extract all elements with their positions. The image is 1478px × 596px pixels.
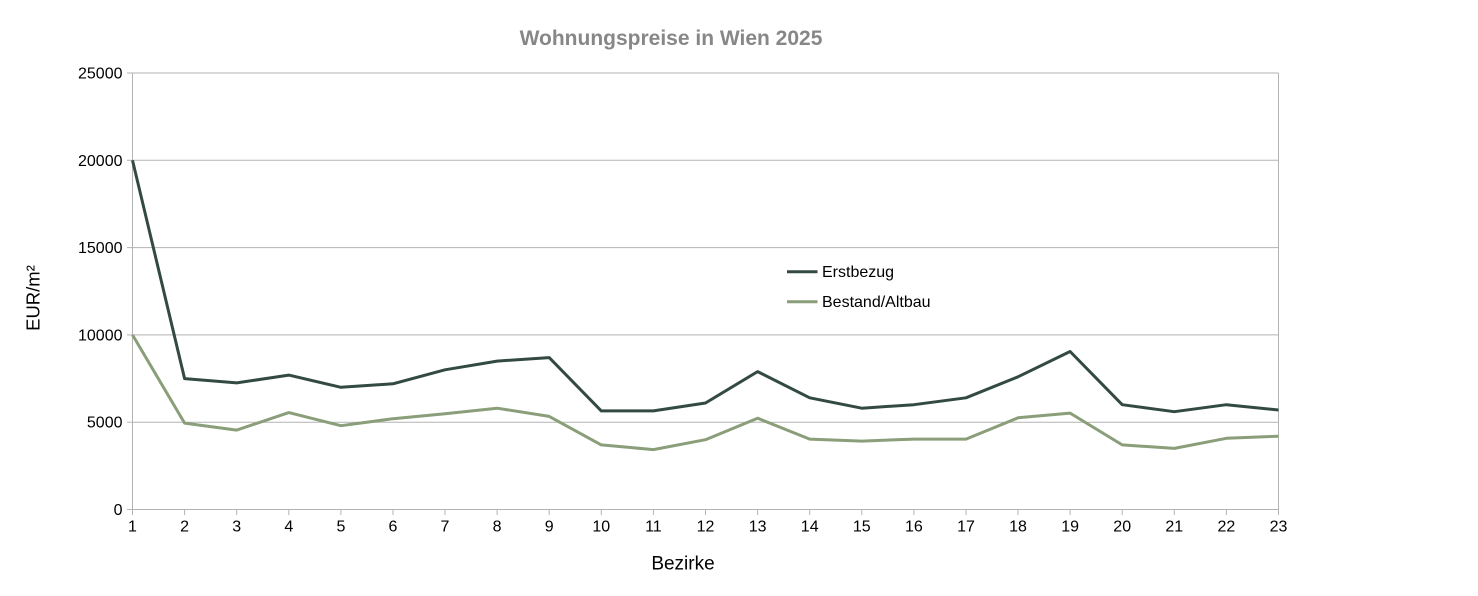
svg-text:17: 17 [957, 519, 975, 536]
svg-text:Bestand/Altbau: Bestand/Altbau [822, 294, 931, 311]
svg-text:Wohnungspreise in Wien 2025: Wohnungspreise in Wien 2025 [520, 27, 823, 50]
svg-text:11: 11 [645, 519, 662, 536]
svg-text:8: 8 [493, 519, 502, 536]
svg-text:3: 3 [232, 519, 241, 536]
svg-text:EUR/m²: EUR/m² [23, 265, 44, 331]
svg-text:Bezirke: Bezirke [651, 554, 714, 575]
svg-text:15: 15 [853, 519, 871, 536]
svg-text:16: 16 [905, 519, 923, 536]
svg-text:0: 0 [114, 502, 123, 519]
svg-text:5000: 5000 [87, 415, 123, 432]
svg-text:5: 5 [336, 519, 345, 536]
svg-text:13: 13 [749, 519, 767, 536]
svg-text:20000: 20000 [78, 153, 123, 170]
svg-text:21: 21 [1165, 519, 1183, 536]
svg-text:4: 4 [284, 519, 293, 536]
svg-text:10000: 10000 [78, 327, 123, 344]
svg-text:9: 9 [545, 519, 554, 536]
svg-text:14: 14 [801, 519, 819, 536]
svg-text:1: 1 [128, 519, 137, 536]
svg-text:10: 10 [592, 519, 610, 536]
svg-text:6: 6 [389, 519, 398, 536]
svg-text:19: 19 [1061, 519, 1079, 536]
svg-text:23: 23 [1270, 519, 1288, 536]
svg-text:22: 22 [1218, 519, 1236, 536]
svg-text:18: 18 [1009, 519, 1027, 536]
svg-text:7: 7 [441, 519, 450, 536]
svg-text:20: 20 [1113, 519, 1131, 536]
svg-text:25000: 25000 [78, 66, 123, 83]
svg-text:Erstbezug: Erstbezug [822, 264, 894, 281]
svg-text:2: 2 [180, 519, 189, 536]
svg-text:12: 12 [697, 519, 715, 536]
svg-text:15000: 15000 [78, 240, 123, 257]
